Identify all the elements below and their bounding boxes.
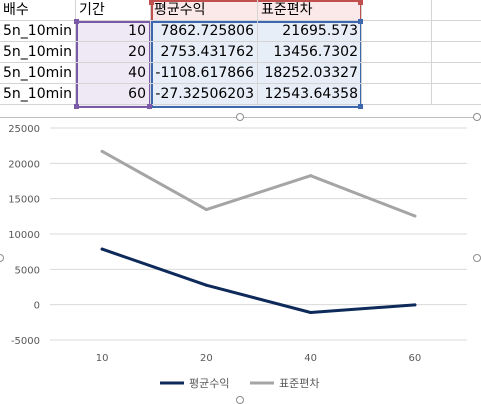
table-cell[interactable]: 5n_10min	[0, 84, 76, 105]
range-handle[interactable]	[358, 104, 363, 109]
data-point	[204, 208, 208, 212]
header-cell-period[interactable]: 기간	[76, 0, 151, 21]
chart-canvas: 25000 20000 15000 10000 5000 0 -5000 10 20 40 60 평균…	[8, 124, 467, 390]
table-cell[interactable]: 2753.431762	[151, 42, 258, 63]
data-point	[100, 149, 104, 153]
chart-resize-handle-top[interactable]	[236, 113, 244, 121]
range-handle[interactable]	[74, 19, 79, 24]
empty-cell[interactable]	[362, 63, 432, 84]
data-point	[413, 214, 417, 218]
data-point	[100, 247, 104, 251]
table-cell[interactable]: 60	[76, 84, 151, 105]
range-handle[interactable]	[149, 0, 154, 5]
empty-cell[interactable]	[432, 84, 481, 105]
series-line-2	[100, 149, 417, 218]
empty-cell[interactable]	[362, 21, 432, 42]
y-tick-label: -5000	[11, 336, 40, 347]
table-cell[interactable]: 5n_10min	[0, 42, 76, 63]
y-tick-label: 0	[34, 301, 40, 312]
empty-cell[interactable]	[432, 63, 481, 84]
table-cell[interactable]: 5n_10min	[0, 63, 76, 84]
spreadsheet-grid[interactable]: 배수 기간 평균수익 표준편차 5n_10min 10 7862.725806 …	[0, 0, 481, 114]
header-cell-std-dev[interactable]: 표준편차	[258, 0, 362, 21]
y-tick-label: 5000	[15, 265, 40, 276]
table-cell[interactable]: 20	[76, 42, 151, 63]
table-cell[interactable]: 12543.64358	[258, 84, 362, 105]
empty-cell[interactable]	[432, 0, 481, 21]
table-cell[interactable]: -1108.617866	[151, 63, 258, 84]
chart-resize-handle-right[interactable]	[473, 254, 481, 262]
table-cell[interactable]: -27.32506203	[151, 84, 258, 105]
range-handle[interactable]	[74, 104, 79, 109]
table-cell[interactable]: 13456.7302	[258, 42, 362, 63]
range-handle[interactable]	[358, 19, 363, 24]
table-cell[interactable]: 7862.725806	[151, 21, 258, 42]
legend-label-1: 평균수익	[189, 377, 229, 390]
table-cell[interactable]: 5n_10min	[0, 21, 76, 42]
table-cell[interactable]: 18252.03327	[258, 63, 362, 84]
y-tick-label: 20000	[8, 159, 40, 170]
data-point	[309, 174, 313, 178]
y-tick-label: 15000	[8, 195, 40, 206]
range-handle[interactable]	[358, 0, 363, 5]
table-cell[interactable]: 40	[76, 63, 151, 84]
y-tick-label: 25000	[8, 124, 40, 135]
x-tick-label: 10	[96, 353, 109, 364]
data-point	[309, 311, 313, 315]
data-point	[204, 283, 208, 287]
x-tick-label: 40	[304, 353, 317, 364]
chart-resize-handle-bottom[interactable]	[236, 396, 244, 404]
data-point	[413, 303, 417, 307]
empty-cell[interactable]	[362, 0, 432, 21]
header-cell-multiplier[interactable]: 배수	[0, 0, 76, 21]
y-tick-label: 10000	[8, 230, 40, 241]
x-tick-label: 60	[409, 353, 422, 364]
table-cell[interactable]: 10	[76, 21, 151, 42]
legend-label-2: 표준편차	[279, 377, 319, 390]
range-handle[interactable]	[147, 104, 152, 109]
series-line-1	[100, 247, 417, 315]
empty-cell[interactable]	[362, 42, 432, 63]
empty-cell[interactable]	[362, 84, 432, 105]
line-chart[interactable]: 25000 20000 15000 10000 5000 0 -5000 10 20 40 60 평균…	[0, 117, 481, 401]
table-cell[interactable]: 21695.573	[258, 21, 362, 42]
empty-cell[interactable]	[432, 21, 481, 42]
chart-resize-handle-top-right[interactable]	[473, 113, 481, 121]
x-tick-label: 20	[200, 353, 213, 364]
header-cell-avg-return[interactable]: 평균수익	[151, 0, 258, 21]
empty-cell[interactable]	[432, 42, 481, 63]
